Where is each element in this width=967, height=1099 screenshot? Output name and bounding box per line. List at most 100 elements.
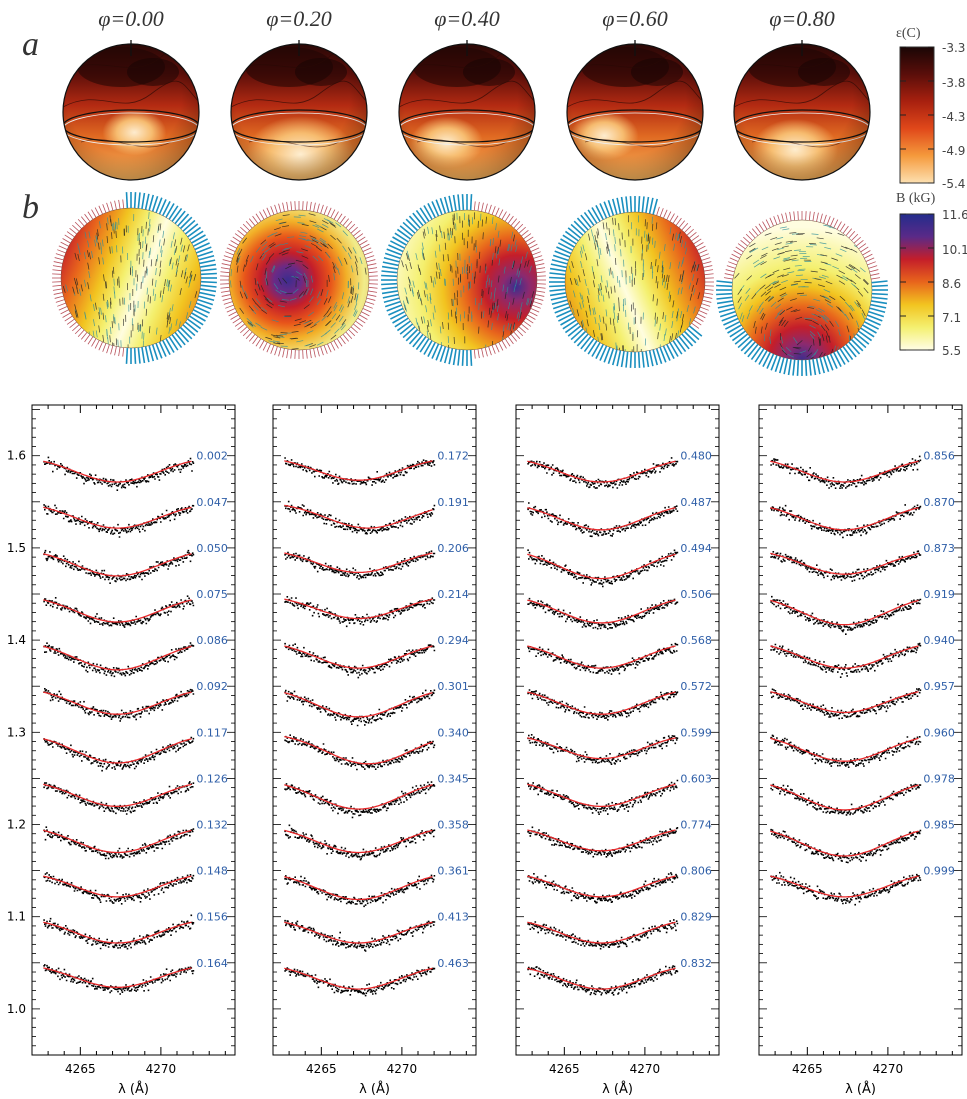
- phase-label: 0.568: [680, 634, 712, 647]
- model-curve: [43, 967, 192, 988]
- phase-label: 0.156: [196, 911, 228, 924]
- y-tick-label: 1.5: [7, 541, 26, 555]
- profile-series: 0.092: [43, 680, 228, 722]
- model-curve: [770, 737, 919, 762]
- profile-series: 0.156: [43, 911, 228, 950]
- plot-frame: [31, 404, 236, 1056]
- model-curve: [770, 460, 919, 483]
- phase-label: 0.487: [680, 496, 712, 509]
- model-curve: [527, 829, 676, 852]
- observed-points: [43, 826, 195, 860]
- phase-label: 0.940: [923, 634, 955, 647]
- observed-points: [527, 872, 679, 904]
- observed-points: [284, 919, 436, 952]
- model-curve: [284, 967, 433, 990]
- observed-points: [43, 595, 195, 628]
- model-curve: [527, 599, 676, 624]
- profile-series: 0.086: [43, 634, 228, 678]
- colorbar-field-title: B (kG): [896, 191, 936, 206]
- model-curve: [527, 737, 676, 760]
- observed-points: [43, 964, 195, 995]
- model-curve: [527, 553, 676, 580]
- model-curve: [284, 735, 433, 765]
- profile-series: 0.957: [770, 680, 955, 720]
- model-curve: [284, 784, 433, 810]
- profile-series: 0.506: [527, 588, 712, 630]
- model-curve: [284, 552, 433, 574]
- observed-points: [43, 914, 195, 950]
- observed-points: [770, 455, 922, 489]
- phase-label: 0.463: [437, 957, 469, 970]
- profile-panel: 4265 4270 λ (Å) 1.0 1.1 1.2 1.3 1.4 1.5 1.6 0.002 0…: [7, 404, 236, 1097]
- phase-label: 0.413: [437, 911, 469, 924]
- observed-points: [43, 688, 195, 722]
- model-curve: [770, 645, 919, 669]
- profile-series: 0.829: [527, 911, 712, 950]
- field-sphere: [381, 194, 546, 366]
- model-curve: [43, 829, 192, 854]
- profile-series: 0.568: [527, 634, 712, 675]
- profile-series: 0.985: [770, 819, 955, 864]
- phase-label: 0.294: [437, 634, 469, 647]
- colorbar-tick-label: -4.3: [942, 110, 965, 124]
- profile-series: 0.148: [43, 865, 228, 905]
- model-curve: [770, 507, 919, 531]
- model-curve: [43, 645, 192, 671]
- model-curve: [284, 875, 433, 901]
- abundance-sphere: [567, 44, 703, 180]
- phase-label: 0.047: [196, 496, 228, 509]
- observed-points: [527, 779, 679, 815]
- observed-points: [527, 549, 679, 588]
- profile-panel: 4265 4270 λ (Å) 0.172 0.191 0.206 0.214 0.294 0.…: [272, 404, 477, 1097]
- observed-points: [770, 783, 922, 816]
- phase-label: 0.117: [196, 726, 228, 739]
- profile-series: 0.191: [284, 496, 469, 535]
- model-curve: [527, 645, 676, 669]
- phase-label: 0.774: [680, 819, 712, 832]
- phase-label: 0.075: [196, 588, 228, 601]
- model-curve: [43, 553, 192, 577]
- observed-points: [527, 826, 679, 858]
- profile-series: 0.294: [284, 634, 469, 679]
- plot-frame: [272, 404, 477, 1056]
- phase-label: 0.999: [923, 865, 955, 878]
- field-sphere: [549, 196, 714, 368]
- model-curve: [527, 507, 676, 531]
- y-tick-label: 1.3: [7, 725, 26, 739]
- phase-label: 0.132: [196, 819, 228, 832]
- model-curve: [770, 691, 919, 714]
- abundance-sphere: [734, 44, 870, 180]
- phase-label: 0.603: [680, 772, 712, 785]
- phase-label: 0.206: [437, 542, 469, 555]
- observed-points: [527, 642, 679, 675]
- observed-points: [770, 828, 922, 864]
- profile-series: 0.345: [284, 772, 469, 819]
- model-curve: [43, 599, 192, 623]
- phase-label: 0.301: [437, 680, 469, 693]
- model-curve: [284, 645, 433, 669]
- model-curve: [770, 784, 919, 811]
- phase-label: 0.919: [923, 588, 955, 601]
- observed-points: [770, 734, 922, 768]
- profile-series: 0.206: [284, 542, 469, 580]
- observed-points: [527, 965, 679, 996]
- phase-label: 0.494: [680, 542, 712, 555]
- colorbar-tick-label: 11.6: [942, 208, 967, 222]
- x-tick-label: 4265: [65, 1062, 96, 1076]
- observed-points: [43, 456, 195, 491]
- model-curve: [770, 875, 919, 898]
- model-curve: [527, 967, 676, 990]
- profile-series: 0.047: [43, 496, 228, 538]
- observed-points: [527, 734, 679, 765]
- model-curve: [284, 691, 433, 718]
- x-tick-label: 4265: [549, 1062, 580, 1076]
- model-curve: [43, 506, 192, 529]
- phase-label: 0.002: [196, 450, 228, 463]
- profile-series: 0.172: [284, 450, 469, 486]
- observed-points: [43, 504, 195, 538]
- colorbar-tick-label: 7.1: [942, 311, 961, 325]
- model-curve: [527, 460, 676, 483]
- plot-frame: [758, 404, 963, 1056]
- model-curve: [284, 829, 433, 854]
